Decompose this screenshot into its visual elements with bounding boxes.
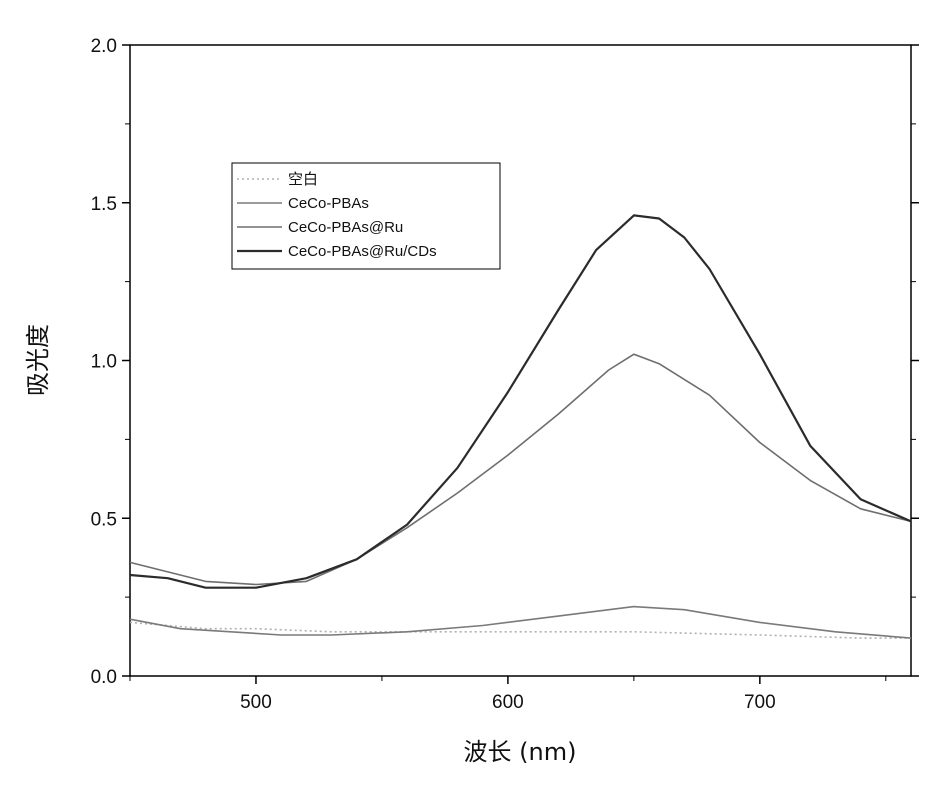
y-tick-label: 1.5	[91, 194, 117, 215]
legend: 空白 CeCo-PBAs CeCo-PBAs@Ru CeCo-PBAs@Ru/CDs	[232, 163, 500, 269]
series-line-4	[130, 215, 911, 587]
legend-label-3: CeCo-PBAs@Ru	[288, 219, 403, 236]
series-line-2	[130, 607, 911, 639]
plot-frame	[130, 45, 911, 676]
series-lines	[130, 215, 911, 638]
x-axis-label: 波长 (nm)	[464, 738, 577, 766]
x-tick-label: 600	[492, 692, 524, 713]
y-tick-label: 1.0	[91, 352, 117, 373]
y-tick-label: 2.0	[91, 36, 117, 57]
axis-ticks: 0.0 0.5 1.0 1.5 2.0 500 600 700	[91, 36, 919, 713]
x-tick-label: 700	[744, 692, 776, 713]
series-line-1	[130, 622, 911, 638]
legend-label-4: CeCo-PBAs@Ru/CDs	[288, 243, 437, 260]
legend-label-1: 空白	[288, 171, 318, 188]
x-tick-label: 500	[240, 692, 272, 713]
y-axis-label: 吸光度	[24, 324, 52, 396]
series-line-3	[130, 354, 911, 584]
legend-label-2: CeCo-PBAs	[288, 195, 369, 212]
y-tick-label: 0.5	[91, 509, 117, 530]
y-tick-label: 0.0	[91, 667, 117, 688]
